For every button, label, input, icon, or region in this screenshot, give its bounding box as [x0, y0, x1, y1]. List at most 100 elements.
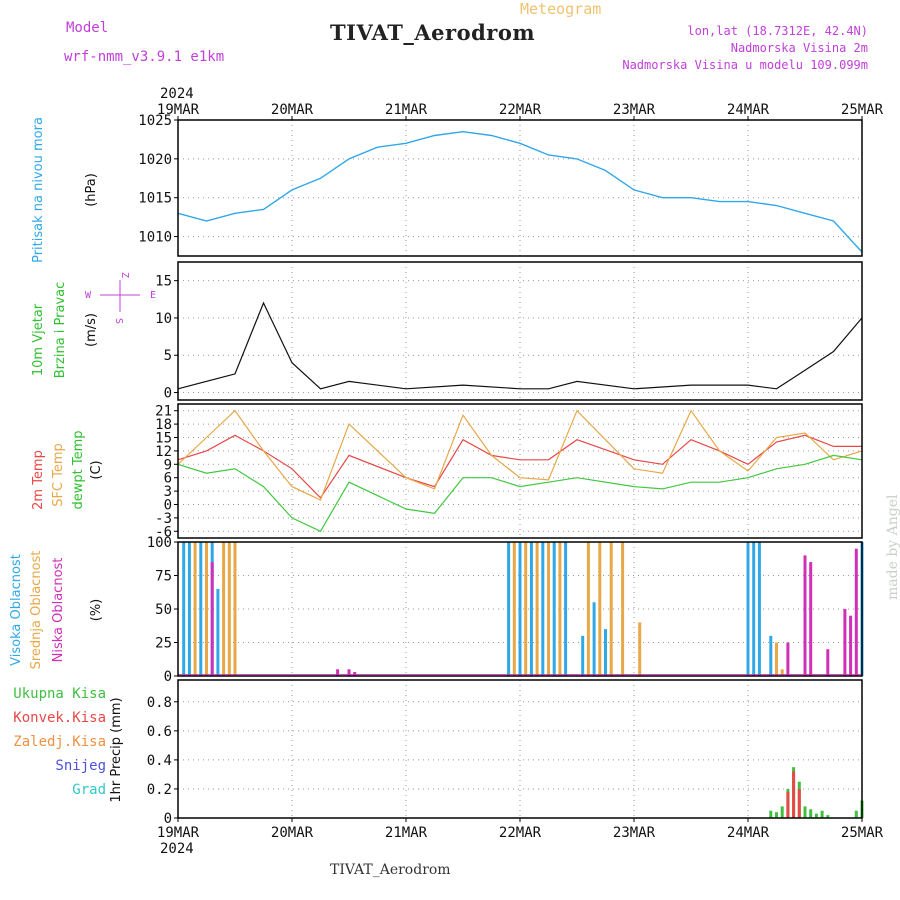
station-elevation: Nadmorska Visina 2m: [730, 41, 868, 55]
y-tick-label: 0.2: [147, 782, 172, 798]
bar: [216, 588, 220, 676]
bar: [552, 542, 556, 676]
bar: [775, 812, 778, 818]
panel-pressure: 1010 1015 1020 1025: [138, 113, 863, 257]
x-tick-label: 20MAR: [271, 102, 314, 118]
series-line: [177, 454, 863, 533]
y-tick-label: 3: [164, 484, 172, 500]
wind-unit-label: (m/s): [84, 313, 99, 347]
y-tick-label: 21: [155, 404, 172, 420]
bar: [187, 542, 191, 676]
temp-sfc-label: SFC Temp: [51, 443, 66, 507]
y-tick-label: 1020: [138, 152, 172, 168]
bar: [792, 771, 796, 818]
x-year-label: 2024: [160, 841, 194, 857]
y-tick-label: 50: [155, 602, 172, 618]
model-value: wrf-nmm_v3.9.1 e1km: [64, 49, 225, 65]
bar: [780, 806, 784, 818]
bar: [621, 542, 625, 676]
bar: [826, 815, 830, 818]
bar: [786, 642, 790, 676]
bar: [638, 622, 642, 676]
x-tick-label: 19MAR: [157, 102, 200, 118]
bar: [222, 542, 226, 676]
bar: [199, 542, 203, 676]
bar: [353, 671, 357, 676]
y-tick-label: 0: [164, 669, 172, 685]
bar: [843, 609, 847, 676]
bar: [347, 669, 351, 676]
series-line: [177, 130, 863, 253]
bar: [809, 809, 813, 818]
x-tick-label: 21MAR: [385, 102, 428, 118]
x-tick-label: 23MAR: [613, 825, 656, 841]
precip-legend-item: Snijeg: [55, 758, 106, 774]
y-tick-label: 18: [155, 417, 172, 433]
series-line: [177, 409, 863, 501]
y-tick-label: 25: [155, 636, 172, 652]
y-tick-label: 100: [147, 535, 172, 551]
bar: [581, 635, 585, 676]
bar: [193, 542, 197, 676]
precip-legend-item: Grad: [72, 782, 106, 798]
panel-wind: 0 5 10 15: [155, 261, 863, 402]
x-tick-label: 24MAR: [727, 102, 770, 118]
wind-axis-label-2: Brzina i Pravac: [53, 282, 68, 379]
bar: [769, 810, 773, 818]
panel-frame: [177, 403, 863, 539]
wind-legend-west: W: [85, 290, 92, 301]
bar: [609, 542, 613, 676]
x-tick-label: 20MAR: [271, 825, 314, 841]
bar: [564, 542, 568, 676]
x-tick-label: 25MAR: [841, 102, 884, 118]
wind-legend-south: S: [113, 318, 124, 324]
panel-frame: [177, 541, 863, 677]
temp-dewpt-label: dewpt Temp: [71, 430, 86, 509]
series-line: [177, 301, 863, 390]
bar: [182, 542, 186, 676]
y-tick-label: 9: [164, 457, 172, 473]
y-tick-label: 0.8: [147, 695, 172, 711]
precip-axis-label: 1hr Precip (mm): [109, 697, 124, 802]
x-tick-label: 21MAR: [385, 825, 428, 841]
bar: [769, 635, 773, 676]
bar: [786, 791, 790, 818]
bar: [814, 813, 818, 818]
panel-frame: [177, 261, 863, 401]
bar: [541, 542, 545, 676]
y-tick-label: 0.4: [147, 753, 172, 769]
cloud-mid-label: Srednja Oblacnost: [29, 551, 44, 670]
watermark-made-by: made by Angel: [885, 494, 900, 601]
series-line: [177, 434, 862, 499]
bar: [752, 542, 756, 676]
cloud-unit-label: (%): [89, 599, 104, 622]
bar: [797, 788, 801, 818]
y-tick-label: 15: [155, 431, 172, 447]
y-tick-label: 15: [155, 274, 172, 290]
bar: [854, 548, 858, 676]
bar: [227, 542, 231, 676]
bar: [854, 810, 858, 818]
bar: [757, 542, 761, 676]
footer-title: TIVAT_Aerodrom: [330, 862, 451, 878]
bar: [803, 806, 807, 818]
cloud-high-label: Visoka Oblacnost: [9, 554, 24, 666]
model-label: Model: [66, 20, 109, 36]
bar: [746, 542, 750, 676]
y-tick-label: 1015: [138, 191, 172, 207]
temp-2m-label: 2m Temp: [31, 450, 46, 510]
y-tick-label: 0: [164, 498, 172, 514]
bar: [780, 669, 784, 676]
bar: [547, 542, 550, 676]
temp-unit-label: (C): [89, 460, 104, 479]
bar: [849, 615, 853, 676]
bar: [205, 542, 208, 676]
location-coordinates: lon,lat (18.7312E, 42.4N): [687, 24, 868, 38]
x-tick-label: 25MAR: [841, 825, 884, 841]
x-tick-label: 24MAR: [727, 825, 770, 841]
bar: [775, 642, 778, 676]
panel-clouds: 0 25 50 75 100: [147, 535, 864, 685]
x-tick-label: 22MAR: [499, 825, 542, 841]
chart-subtitle: Meteogram: [520, 0, 602, 18]
